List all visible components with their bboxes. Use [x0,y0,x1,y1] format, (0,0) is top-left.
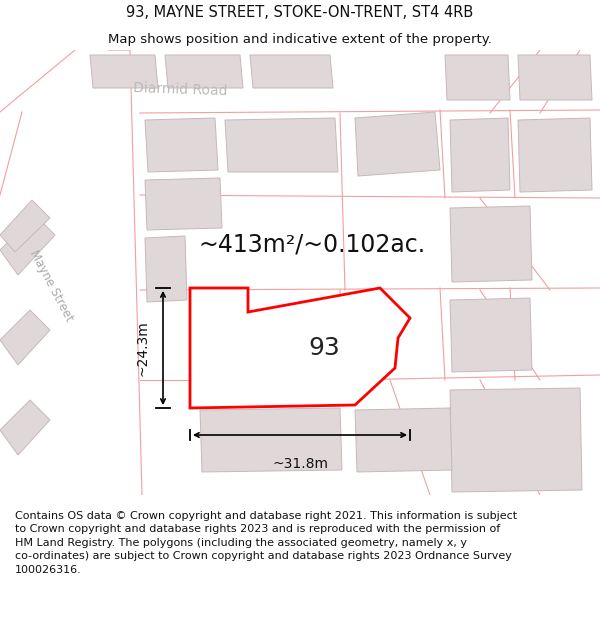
Polygon shape [450,118,510,192]
Polygon shape [518,118,592,192]
Polygon shape [90,55,158,88]
Polygon shape [195,328,252,392]
Polygon shape [165,55,243,88]
Text: 93: 93 [308,336,340,360]
Polygon shape [225,118,338,172]
Polygon shape [0,400,50,455]
Text: ~413m²/~0.102ac.: ~413m²/~0.102ac. [199,233,425,257]
Polygon shape [145,236,187,302]
Polygon shape [450,206,532,282]
Text: Contains OS data © Crown copyright and database right 2021. This information is : Contains OS data © Crown copyright and d… [15,511,517,575]
Polygon shape [250,55,333,88]
Polygon shape [145,178,222,230]
Polygon shape [450,298,532,372]
Text: 93, MAYNE STREET, STOKE-ON-TRENT, ST4 4RB: 93, MAYNE STREET, STOKE-ON-TRENT, ST4 4R… [127,5,473,20]
Polygon shape [445,55,510,100]
Polygon shape [145,118,218,172]
Text: Map shows position and indicative extent of the property.: Map shows position and indicative extent… [108,32,492,46]
Polygon shape [0,310,50,365]
Text: Mayne Street: Mayne Street [27,248,75,324]
Polygon shape [0,50,140,495]
Polygon shape [355,408,452,472]
Polygon shape [518,55,592,100]
Polygon shape [85,50,600,112]
Polygon shape [200,408,342,472]
Polygon shape [0,50,108,195]
Polygon shape [450,388,582,492]
Polygon shape [355,112,440,176]
Text: ~24.3m: ~24.3m [135,320,149,376]
Text: Diarmid Road: Diarmid Road [133,81,227,99]
Polygon shape [0,200,50,252]
Polygon shape [0,215,55,275]
Text: ~31.8m: ~31.8m [272,458,328,471]
Polygon shape [190,288,410,408]
